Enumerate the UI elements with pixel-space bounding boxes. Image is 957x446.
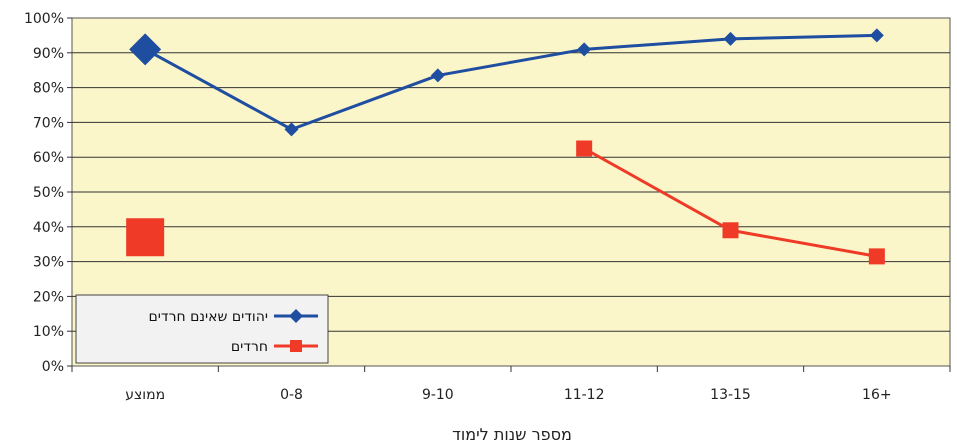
y-tick-label: 100% [24, 11, 64, 27]
legend-marker-0 [289, 309, 303, 323]
legend-box [75, 294, 329, 364]
data-point [723, 31, 738, 46]
legend-entry-1: חרדים [231, 339, 318, 355]
data-point [576, 140, 593, 157]
y-tick-label: 40% [33, 220, 64, 236]
data-point [126, 218, 165, 257]
y-tick-label: 90% [33, 46, 64, 62]
x-tick-label: 11-12 [564, 387, 605, 403]
x-tick-label: 13-15 [710, 387, 751, 403]
y-tick-label: 80% [33, 81, 64, 97]
legend-label-0: יהודים שאינם חרדים [149, 309, 268, 325]
x-tick-label: 0-8 [280, 387, 303, 403]
legend-entry-0: יהודים שאינם חרדים [149, 309, 318, 325]
series-line-0 [144, 33, 877, 131]
x-tick-label: 16+ [862, 387, 892, 403]
x-axis: ממוצע 0-8 9-10 11-12 13-15 16+ [71, 366, 951, 403]
data-point [869, 28, 884, 43]
data-point [868, 248, 885, 265]
y-tick-label: 20% [33, 289, 64, 305]
legend: יהודים שאינם חרדים חרדים [75, 294, 329, 364]
y-tick-label: 10% [33, 324, 64, 340]
y-tick-label: 50% [33, 185, 64, 201]
data-point [430, 68, 445, 83]
y-tick-label: 60% [33, 150, 64, 166]
y-axis: 0% 10% 20% 30% 40% 50% 60% 70% 80% 90% 100% [24, 11, 72, 375]
series-0 [129, 28, 884, 137]
data-point [577, 42, 592, 57]
legend-label-1: חרדים [231, 339, 268, 355]
y-tick-label: 30% [33, 255, 64, 271]
data-point [722, 222, 739, 239]
x-axis-title: מספר שנות לימוד [452, 425, 572, 444]
data-point [129, 33, 162, 66]
x-tick-label: ממוצע [125, 387, 165, 403]
series-1 [126, 140, 885, 265]
y-tick-label: 0% [42, 359, 64, 375]
legend-marker-1 [290, 340, 302, 352]
y-tick-label: 70% [33, 115, 64, 131]
x-tick-label: 9-10 [422, 387, 454, 403]
series-layer [126, 28, 885, 265]
data-point [284, 122, 299, 137]
